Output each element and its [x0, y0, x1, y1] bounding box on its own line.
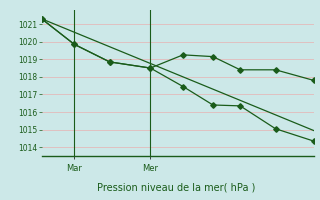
Text: Pression niveau de la mer( hPa ): Pression niveau de la mer( hPa )	[97, 182, 255, 192]
